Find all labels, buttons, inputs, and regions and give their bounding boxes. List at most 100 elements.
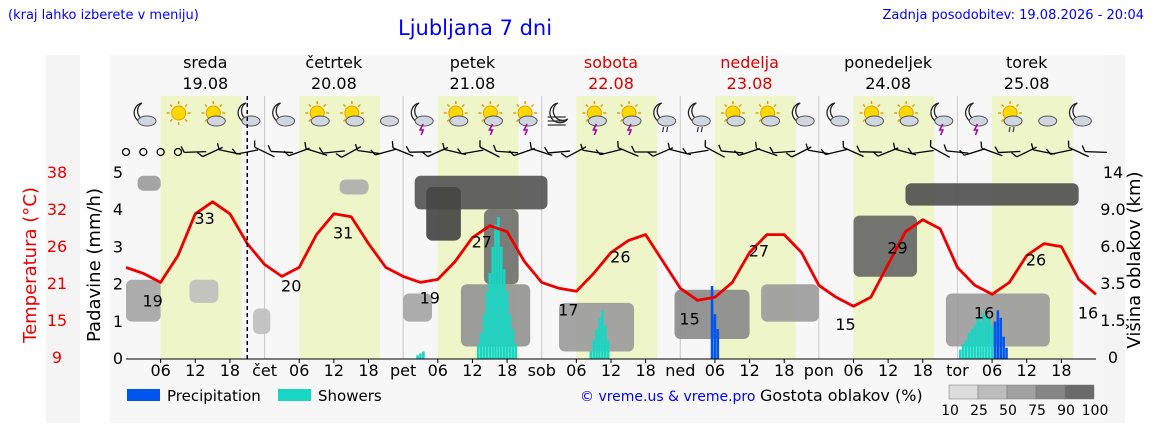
wind-feather (391, 141, 394, 148)
copyright-link: © vreme.us & vreme.pro (580, 389, 755, 405)
wind-feather (682, 147, 688, 155)
temperature-label: 16 (1078, 303, 1098, 322)
cloud-shape (1038, 115, 1058, 127)
wind-shaft (1068, 146, 1089, 158)
wind-feather (529, 141, 532, 149)
hour-tick-label: 06 (289, 361, 309, 380)
cloud-density-tick: 10 (941, 403, 959, 419)
wind-barb (820, 148, 848, 156)
shower-bar (479, 332, 483, 359)
sun-ray (308, 103, 312, 108)
cloud-shape (657, 115, 677, 127)
wind-feather (980, 141, 983, 149)
sun-ray (516, 103, 520, 108)
day-name: sreda (183, 53, 227, 72)
wind-barb (283, 147, 310, 157)
shower-bar (964, 340, 968, 359)
cloud-shape (380, 115, 399, 127)
temperature-label: 16 (974, 303, 994, 322)
shower-bar (603, 325, 607, 359)
moon-rain-icon (687, 102, 711, 133)
hour-tick-label: 12 (878, 361, 898, 380)
cloud-height-tick: 1.5 (1100, 311, 1125, 330)
rain-drop (1012, 126, 1015, 133)
day-name: nedelja (720, 53, 779, 72)
cloud-shape (691, 115, 711, 127)
hour-tick-label: 18 (358, 361, 378, 380)
sun-ray (897, 103, 901, 108)
wind-feather (283, 150, 290, 157)
cloud-layer (189, 279, 219, 303)
hour-tick-label: 06 (843, 361, 863, 380)
shower-bar (959, 349, 962, 359)
wind-feather (304, 142, 307, 149)
wind-feather (704, 140, 707, 147)
wind-shaft (305, 148, 328, 156)
wind-barb (508, 147, 536, 157)
wind-barb (370, 148, 397, 156)
calm-wind-marker (121, 147, 131, 157)
hour-tick-label: 18 (1051, 361, 1071, 380)
cloud-layer (761, 284, 819, 322)
wind-shaft (184, 150, 207, 154)
lightning-shape (522, 123, 529, 136)
cloud-density-swatch (1035, 384, 1066, 400)
precipitation-bar (716, 329, 720, 359)
cloud-density-swatch (1006, 384, 1037, 400)
temperature-label: 19 (142, 291, 162, 310)
sun-ray (911, 103, 916, 108)
temperature-label: 27 (472, 233, 492, 252)
shower-bar (973, 325, 977, 359)
wind-feather (1011, 152, 1018, 158)
shower-bar (601, 310, 604, 359)
last-update: Zadnja posodobitev: 19.08.2026 - 20:04 (882, 8, 1144, 23)
wind-feather (647, 151, 654, 157)
cloud-layer (253, 308, 271, 335)
location-hint[interactable]: (kraj lahko izberete v meniju) (8, 8, 199, 23)
sun-ray (723, 118, 728, 123)
sun-ray (308, 118, 312, 123)
cloud-shape (1072, 115, 1092, 127)
day-date: 19.08 (182, 74, 228, 93)
wind-shaft (1084, 150, 1108, 154)
temperature-tick: 9 (52, 348, 62, 367)
sun-ray (1015, 103, 1020, 108)
wind-shaft (1033, 149, 1055, 155)
hour-tick-label: 18 (497, 361, 517, 380)
wind-feather (667, 142, 671, 150)
hour-tick-label: 12 (739, 361, 759, 380)
hour-tick-label: 12 (1017, 361, 1037, 380)
sun-thunder-icon (582, 101, 607, 136)
left-axis-panel (46, 55, 80, 423)
wind-feather (1081, 145, 1086, 152)
cloud-shape (137, 115, 157, 127)
shower-bar (485, 291, 489, 359)
moon-cloud-icon (237, 102, 261, 127)
cloud-layer (137, 175, 161, 191)
wind-feather (318, 147, 324, 154)
shower-bar (606, 340, 610, 359)
sun-ray (446, 118, 450, 123)
wind-shaft (461, 149, 484, 155)
shower-bar (476, 344, 480, 359)
sun-ray (773, 103, 777, 108)
shower-bar (979, 321, 982, 359)
sun-thunder-icon (513, 101, 538, 136)
sun-cloud-icon (894, 101, 919, 127)
sun-ray (877, 103, 881, 108)
wind-feather (335, 153, 342, 158)
wind-barb (617, 140, 639, 157)
cloud-shape (865, 115, 884, 127)
wind-barb (1067, 140, 1089, 158)
temperature-tick: 26 (47, 237, 67, 256)
wind-barb (318, 147, 345, 154)
wind-feather (892, 142, 896, 150)
wind-barb (805, 143, 830, 155)
sun-ray (496, 103, 500, 108)
wind-feather (929, 139, 932, 147)
cloud-height-axis-label: Višina oblakov (km) (1124, 171, 1145, 348)
wind-barb (267, 145, 293, 154)
moon-cloud-icon (1068, 102, 1092, 127)
sun-ray (1001, 103, 1005, 108)
temperature-line (125, 200, 1097, 308)
